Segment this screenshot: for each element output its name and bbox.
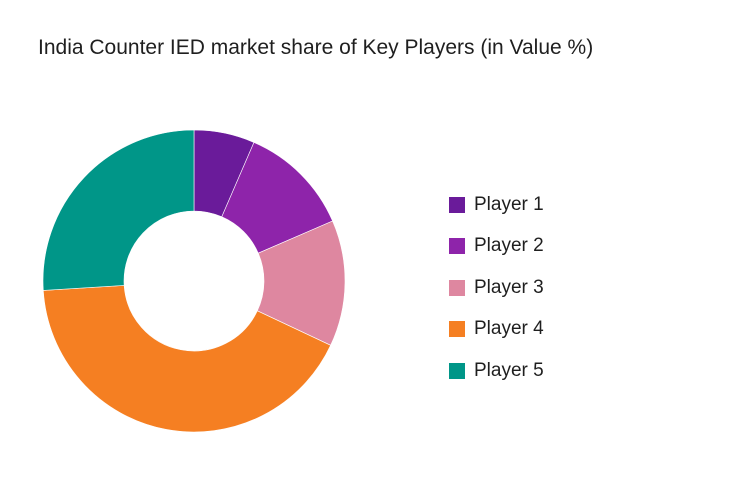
legend-swatch <box>449 238 465 255</box>
legend-item-player-2[interactable]: Player 2 <box>449 226 544 268</box>
legend-swatch <box>449 362 465 379</box>
legend-swatch <box>449 279 465 296</box>
legend-label: Player 1 <box>474 193 544 215</box>
legend-item-player-1[interactable]: Player 1 <box>449 184 544 226</box>
legend-label: Player 2 <box>474 235 544 257</box>
legend-label: Player 4 <box>474 318 544 340</box>
legend: Player 1 Player 2 Player 3 Player 4 Play… <box>449 184 544 392</box>
legend-item-player-3[interactable]: Player 3 <box>449 267 544 309</box>
donut-slice-4[interactable] <box>42 285 332 433</box>
legend-swatch <box>449 321 465 338</box>
legend-item-player-4[interactable]: Player 4 <box>449 309 544 351</box>
chart-title: India Counter IED market share of Key Pl… <box>38 36 594 59</box>
legend-item-player-5[interactable]: Player 5 <box>449 350 544 392</box>
legend-label: Player 5 <box>474 359 544 381</box>
donut-slice-5[interactable] <box>42 129 195 291</box>
legend-swatch <box>449 196 465 213</box>
legend-label: Player 3 <box>474 276 544 298</box>
